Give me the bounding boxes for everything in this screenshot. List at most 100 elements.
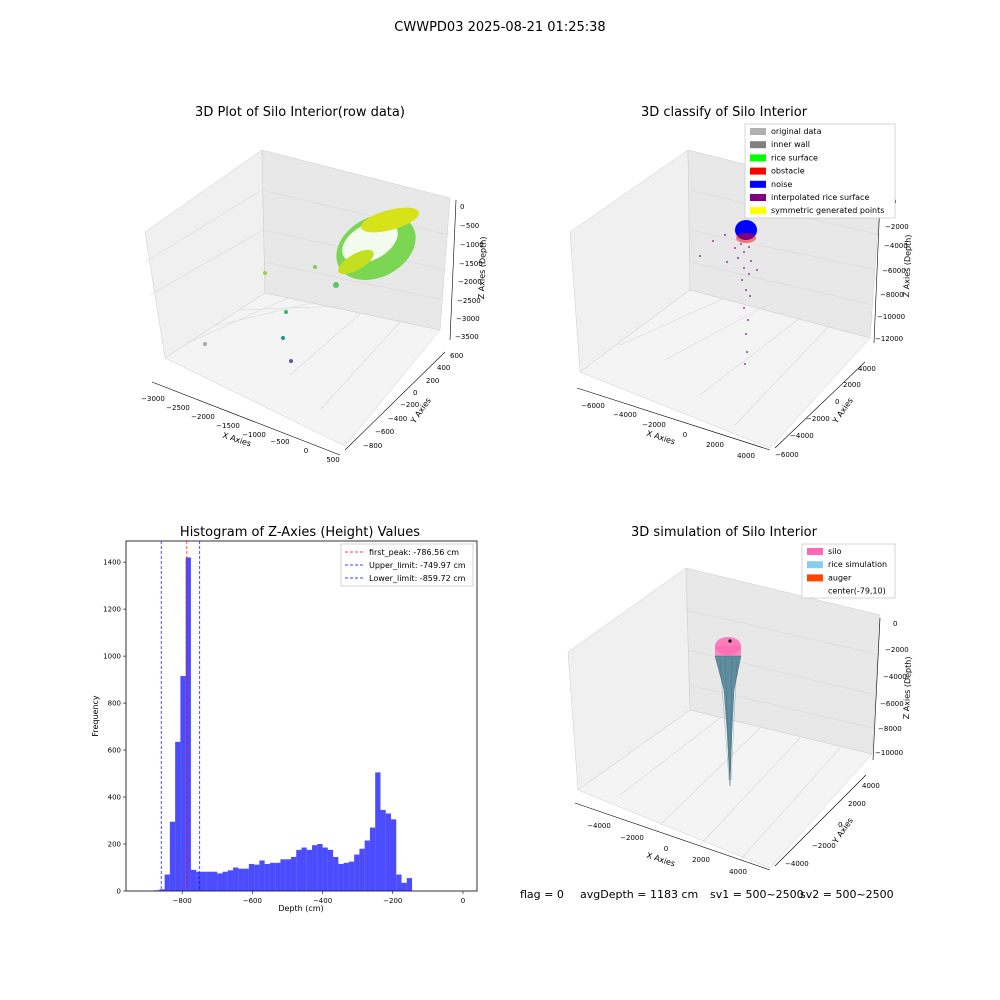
legend-label: center(-79,10): [828, 587, 886, 596]
sv2-status: sv2 = 500~2500: [800, 888, 894, 901]
classify-x-tick: 4000: [737, 452, 755, 460]
histogram-bar: [343, 862, 349, 891]
histogram-bar: [222, 871, 228, 891]
legend-label: original data: [771, 127, 822, 136]
histogram-bar: [327, 849, 334, 891]
histogram-legend-label: first_peak: -786.56 cm: [369, 548, 459, 557]
simulation-3d-axes: −4000 −2000 0 2000 4000 X Axies −4000 −2…: [567, 567, 913, 876]
histogram-legend-entries: first_peak: -786.56 cm Upper_limit: -749.…: [345, 548, 466, 583]
classify-legend: original data inner wall rice surface obsta…: [744, 123, 896, 219]
raw-y-tick: 0: [413, 389, 417, 397]
avg-depth-status: avgDepth = 1183 cm: [580, 888, 699, 901]
histogram-bar: [280, 859, 286, 891]
histogram-ref-lines: [160, 541, 201, 891]
histogram-x-tick-label: −600: [243, 897, 262, 905]
classify-legend-box: [744, 123, 896, 219]
raw-panel-title: 3D Plot of Silo Interior(row data): [195, 105, 405, 120]
legend-label: rice surface: [771, 153, 818, 162]
classify-z-tick: −4000: [884, 242, 908, 250]
histogram-y-tick-label: 1400: [103, 559, 121, 567]
raw-x-tick: 0: [304, 447, 308, 455]
raw-z-tick: −2500: [457, 297, 481, 305]
simulation-floor-pane: [577, 709, 873, 869]
classify-y-tick: −4000: [790, 432, 814, 440]
histogram-x-label: Depth (cm): [278, 904, 323, 913]
legend-swatch: [807, 548, 823, 555]
simulation-z-tick: −4000: [883, 673, 907, 681]
histogram-x-tick-label: 0: [461, 897, 465, 905]
classify-x-tick: −6000: [581, 402, 605, 410]
simulation-x-tick: 2000: [692, 856, 710, 864]
histogram-y-tick-label: 800: [108, 700, 121, 708]
simulation-z-tick: −8000: [878, 725, 902, 733]
raw-x-tick: −1000: [242, 431, 266, 439]
histogram-bar: [196, 871, 202, 891]
classify-y-tick: 4000: [858, 365, 876, 373]
histogram-x-ticks: −800 −600 −400 −200 0: [173, 891, 465, 905]
raw-y-tick: −400: [388, 415, 407, 423]
raw-y-tick: 600: [450, 352, 463, 360]
simulation-z-axis-line: [872, 617, 881, 761]
histogram-bar: [254, 864, 260, 891]
raw-x-tick: −1500: [216, 422, 240, 430]
histogram-bar: [227, 870, 234, 891]
histogram-bar: [317, 844, 323, 891]
raw-x-tick: −500: [270, 438, 289, 446]
histogram-bar: [175, 741, 181, 891]
histogram-bar: [264, 863, 270, 891]
histogram-bar: [169, 821, 176, 891]
histogram-bar: [290, 856, 297, 891]
legend-label: auger: [828, 573, 852, 582]
legend-label: interpolated rice surface: [771, 193, 869, 202]
histogram-bar: [217, 873, 223, 891]
histogram-bar: [164, 874, 170, 891]
histogram-y-tick-label: 1000: [103, 653, 121, 661]
histogram-legend-label: Upper_limit: -749.97 cm: [369, 561, 466, 570]
simulation-silo-model: [714, 637, 742, 787]
histogram-bar: [406, 878, 413, 891]
classify-y-tick: −6000: [775, 451, 799, 459]
classify-z-axis-line: [873, 199, 881, 344]
legend-swatch: [750, 207, 766, 215]
simulation-y-label: Y Axies: [830, 816, 855, 846]
raw-x-tick: −3000: [141, 395, 165, 403]
histogram-y-tick-label: 400: [108, 794, 121, 802]
histogram-bar: [285, 859, 291, 891]
classify-z-tick: −10000: [877, 313, 905, 321]
histogram-bar: [312, 845, 318, 891]
histogram-bar: [385, 813, 392, 891]
classify-x-label: X Axies: [645, 429, 676, 447]
raw-z-tick: −2000: [458, 278, 482, 286]
histogram-title: Histogram of Z-Axies (Height) Values: [180, 525, 420, 540]
histogram-legend-label: Lower_limit: -859.72 cm: [369, 574, 466, 583]
rice-simulation-cone: [714, 655, 742, 787]
histogram-bar: [306, 849, 313, 891]
raw-y-tick: 200: [426, 377, 439, 385]
histogram-bars: [154, 557, 413, 891]
simulation-x-axis-line: [574, 802, 771, 871]
raw-y-tick: −600: [375, 428, 394, 436]
raw-z-tick: −500: [460, 222, 479, 230]
simulation-y-tick: 4000: [862, 782, 880, 790]
classify-y-axis-line: [774, 361, 866, 449]
classify-x-tick: −4000: [613, 411, 637, 419]
classify-x-axis-line: [576, 387, 771, 451]
legend-label: obstacle: [771, 167, 805, 176]
histogram-bar: [233, 867, 239, 891]
legend-swatch: [750, 180, 766, 188]
histogram-bar: [364, 840, 370, 891]
histogram-bar: [338, 863, 344, 891]
legend-swatch: [807, 561, 823, 569]
legend-swatch: [750, 154, 766, 162]
simulation-x-tick: −4000: [587, 822, 611, 830]
classify-y-tick: −2000: [806, 415, 830, 423]
histogram-y-tick-label: 0: [117, 888, 121, 896]
legend-label: symmetric generated points: [771, 206, 884, 215]
classify-floor-pane: [579, 289, 871, 449]
histogram-bar: [211, 871, 218, 891]
histogram-bar: [380, 809, 386, 891]
histogram-bar: [180, 676, 186, 891]
raw-z-tick: −1000: [460, 241, 484, 249]
histogram-x-tick-label: −800: [173, 897, 192, 905]
legend-label: noise: [771, 180, 792, 189]
